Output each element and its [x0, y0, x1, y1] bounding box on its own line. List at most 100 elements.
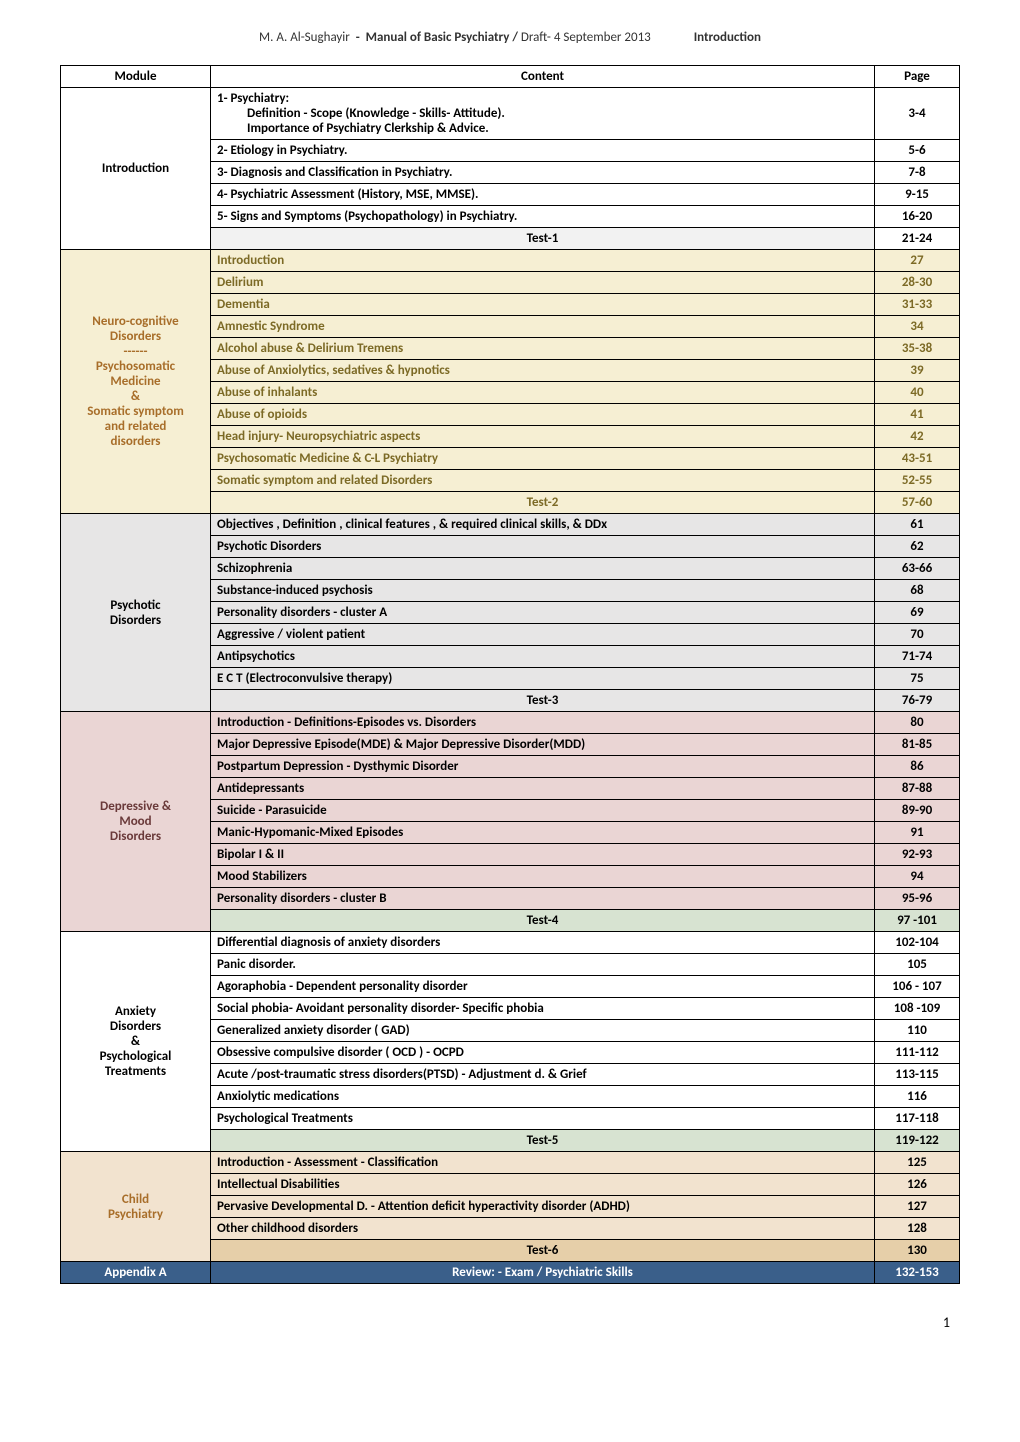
page-cell: 34 [875, 316, 960, 338]
table-row: AnxietyDisorders&PsychologicalTreatments… [61, 932, 960, 954]
module-label-line: Treatments [67, 1064, 204, 1079]
page-cell: 41 [875, 404, 960, 426]
module-label-line: Medicine [67, 374, 204, 389]
content-cell: Schizophrenia [211, 558, 875, 580]
th-content: Content [211, 66, 875, 88]
content-cell: Mood Stabilizers [211, 866, 875, 888]
content-cell: Differential diagnosis of anxiety disord… [211, 932, 875, 954]
page-cell: 95-96 [875, 888, 960, 910]
module-label-line: Somatic symptom [67, 404, 204, 419]
content-cell: Panic disorder. [211, 954, 875, 976]
module-label-line: ------ [67, 344, 204, 359]
page-cell: 110 [875, 1020, 960, 1042]
module-label-line: & [67, 389, 204, 404]
page-cell: 130 [875, 1240, 960, 1262]
content-cell: Abuse of Anxiolytics, sedatives & hypnot… [211, 360, 875, 382]
content-cell: Suicide - Parasuicide [211, 800, 875, 822]
content-cell: Abuse of opioids [211, 404, 875, 426]
page-cell: 76-79 [875, 690, 960, 712]
page-cell: 43-51 [875, 448, 960, 470]
content-cell: Manic-Hypomanic-Mixed Episodes [211, 822, 875, 844]
module-cell: AnxietyDisorders&PsychologicalTreatments [61, 932, 211, 1152]
content-cell: Somatic symptom and related Disorders [211, 470, 875, 492]
page-cell: 42 [875, 426, 960, 448]
table-row: Depressive &MoodDisordersIntroduction - … [61, 712, 960, 734]
content-cell: Major Depressive Episode(MDE) & Major De… [211, 734, 875, 756]
module-cell: ChildPsychiatry [61, 1152, 211, 1262]
page-cell: 3-4 [875, 88, 960, 140]
page-cell: 87-88 [875, 778, 960, 800]
page-cell: 117-118 [875, 1108, 960, 1130]
content-cell: Agoraphobia - Dependent personality diso… [211, 976, 875, 998]
content-cell: E C T (Electroconvulsive therapy) [211, 668, 875, 690]
content-line: 1- Psychiatry: [217, 91, 289, 106]
page-cell: 16-20 [875, 206, 960, 228]
content-cell: Anxiolytic medications [211, 1086, 875, 1108]
content-cell: Postpartum Depression - Dysthymic Disord… [211, 756, 875, 778]
content-cell: Psychological Treatments [211, 1108, 875, 1130]
module-appendix: Appendix A [61, 1262, 211, 1284]
content-cell: Test-2 [211, 492, 875, 514]
module-label-line: Psychiatry [67, 1207, 204, 1222]
document-header: M. A. Al-Sughayir - Manual of Basic Psyc… [60, 30, 960, 45]
page-cell: 70 [875, 624, 960, 646]
th-module: Module [61, 66, 211, 88]
content-cell: Generalized anxiety disorder ( GAD) [211, 1020, 875, 1042]
header-section: Introduction [694, 30, 761, 45]
page-cell: 116 [875, 1086, 960, 1108]
page-cell: 127 [875, 1196, 960, 1218]
th-page: Page [875, 66, 960, 88]
page-cell: 86 [875, 756, 960, 778]
page-cell: 28-30 [875, 272, 960, 294]
content-line: Importance of Psychiatry Clerkship & Adv… [217, 121, 868, 136]
header-draft: Draft- 4 September 2013 [521, 30, 651, 45]
page-cell: 9-15 [875, 184, 960, 206]
content-cell: Objectives , Definition , clinical featu… [211, 514, 875, 536]
content-cell: Test-3 [211, 690, 875, 712]
page-cell: 94 [875, 866, 960, 888]
page-cell: 61 [875, 514, 960, 536]
module-cell: Neuro-cognitiveDisorders------Psychosoma… [61, 250, 211, 514]
content-cell: Test-1 [211, 228, 875, 250]
page-cell: 105 [875, 954, 960, 976]
module-label-line: Disorders [67, 829, 204, 844]
module-label-line: Depressive & [67, 799, 204, 814]
page-cell: 132-153 [875, 1262, 960, 1284]
page-cell: 111-112 [875, 1042, 960, 1064]
module-label-line: Psychotic [67, 598, 204, 613]
page-cell: 7-8 [875, 162, 960, 184]
module-label-line: disorders [67, 434, 204, 449]
header-author: M. A. Al-Sughayir [259, 30, 350, 45]
page-cell: 69 [875, 602, 960, 624]
content-cell: Personality disorders - cluster B [211, 888, 875, 910]
toc-table: Module Content Page Introduction 1- Psych… [60, 65, 960, 1284]
page-cell: 5-6 [875, 140, 960, 162]
page-cell: 62 [875, 536, 960, 558]
page-cell: 68 [875, 580, 960, 602]
page-number: 1 [60, 1314, 960, 1331]
table-row: PsychoticDisordersObjectives , Definitio… [61, 514, 960, 536]
page-cell: 81-85 [875, 734, 960, 756]
page-cell: 27 [875, 250, 960, 272]
content-cell: Head injury- Neuropsychiatric aspects [211, 426, 875, 448]
table-header-row: Module Content Page [61, 66, 960, 88]
page-cell: 52-55 [875, 470, 960, 492]
module-label-line: Anxiety [67, 1004, 204, 1019]
page-cell: 40 [875, 382, 960, 404]
header-title: Manual of Basic Psychiatry / [366, 30, 518, 45]
module-introduction: Introduction [61, 88, 211, 250]
table-row: ChildPsychiatryIntroduction - Assessment… [61, 1152, 960, 1174]
module-label-line: Neuro-cognitive [67, 314, 204, 329]
page-cell: 71-74 [875, 646, 960, 668]
module-label-line: Disorders [67, 1019, 204, 1034]
content-cell: Test-4 [211, 910, 875, 932]
module-cell: Depressive &MoodDisorders [61, 712, 211, 932]
content-cell: Antipsychotics [211, 646, 875, 668]
table-row: Neuro-cognitiveDisorders------Psychosoma… [61, 250, 960, 272]
page-cell: 102-104 [875, 932, 960, 954]
content-cell: Bipolar I & II [211, 844, 875, 866]
module-label-line: and related [67, 419, 204, 434]
module-label-line: Mood [67, 814, 204, 829]
content-cell: Delirium [211, 272, 875, 294]
page-cell: 89-90 [875, 800, 960, 822]
